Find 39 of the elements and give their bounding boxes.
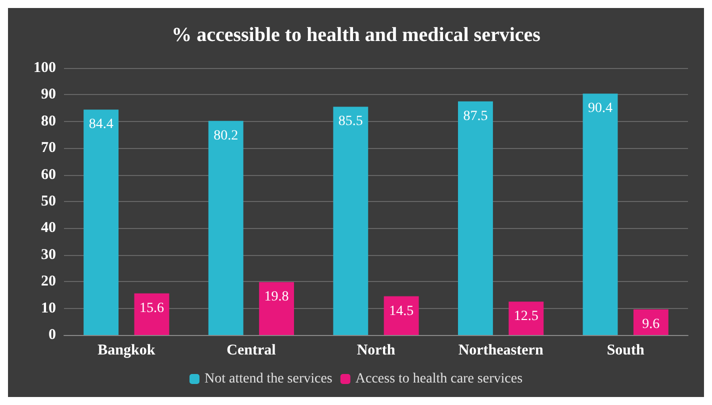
y-tick-label: 50 — [41, 194, 56, 210]
y-tick-label: 100 — [34, 60, 56, 76]
y-tick-label: 70 — [41, 140, 56, 156]
y-tick-label: 90 — [41, 86, 56, 103]
data-label: 90.4 — [588, 101, 613, 116]
bar — [458, 101, 493, 335]
data-label: 80.2 — [214, 128, 238, 144]
chart-title: % accessible to health and medical services — [172, 24, 541, 46]
x-tick-label: Bangkok — [98, 342, 156, 358]
bar — [582, 94, 618, 335]
data-label: 12.5 — [514, 309, 538, 324]
data-label: 19.8 — [264, 290, 289, 305]
x-tick-label: South — [606, 342, 646, 358]
y-tick-label: 10 — [41, 300, 56, 316]
data-label: 84.4 — [88, 117, 114, 132]
y-tick-label: 30 — [41, 246, 56, 263]
y-tick-label: 80 — [41, 113, 56, 130]
y-tick-label: 0 — [48, 327, 56, 343]
x-tick-label: Northeastern — [458, 342, 544, 358]
y-tick-label: 40 — [41, 220, 56, 236]
data-label: 14.5 — [389, 304, 414, 319]
bar — [208, 120, 244, 335]
bar — [333, 106, 368, 335]
x-tick-label: North — [356, 342, 396, 358]
legend-label: Access to health care services — [355, 372, 523, 386]
legend-label: Not attend the services — [204, 372, 332, 386]
y-tick-label: 60 — [41, 166, 56, 183]
bar — [508, 302, 544, 335]
bar — [633, 309, 668, 335]
y-tick-label: 20 — [41, 274, 56, 290]
data-label: 87.5 — [463, 108, 488, 124]
bar — [259, 282, 294, 335]
data-label: 85.5 — [338, 114, 363, 130]
x-tick-label: Central — [226, 342, 276, 358]
bar — [384, 296, 419, 335]
bar — [84, 110, 119, 335]
data-label: 9.6 — [642, 316, 660, 332]
data-label: 15.6 — [139, 300, 164, 316]
bar — [134, 293, 170, 335]
